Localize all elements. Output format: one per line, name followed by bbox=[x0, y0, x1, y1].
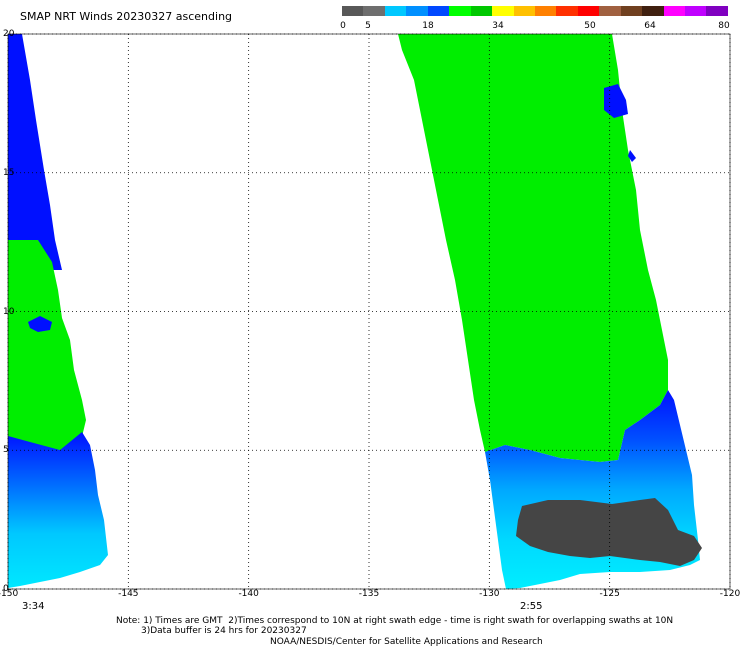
colorbar-segment bbox=[577, 6, 600, 16]
left-swath-blue bbox=[8, 34, 62, 270]
longitude-tick-label: -135 bbox=[358, 589, 380, 599]
colorbar-label: 5 bbox=[365, 21, 371, 31]
left-swath-green bbox=[8, 240, 86, 450]
left-swath-blue-patch bbox=[28, 316, 52, 332]
wind-speed-colorbar bbox=[342, 6, 728, 16]
colorbar-segment bbox=[620, 6, 643, 16]
colorbar-segment bbox=[342, 6, 364, 16]
colorbar-label: 80 bbox=[718, 21, 730, 31]
map-frame bbox=[7, 33, 731, 590]
colorbar-segment bbox=[642, 6, 664, 16]
colorbar-segment bbox=[556, 6, 578, 16]
right-swath bbox=[398, 34, 702, 589]
colorbar-segment bbox=[599, 6, 621, 16]
colorbar-segment bbox=[363, 6, 385, 16]
colorbar-label: 64 bbox=[644, 21, 656, 31]
latitude-tick-label: 20 bbox=[3, 29, 15, 39]
right-swath-calm-patch bbox=[516, 498, 702, 566]
colorbar-segment bbox=[534, 6, 557, 16]
colorbar-label: 0 bbox=[340, 21, 346, 31]
right-swath-blue-patch bbox=[604, 84, 628, 118]
colorbar-segment bbox=[406, 6, 428, 16]
right-swath-blue-dot bbox=[628, 150, 636, 162]
longitude-tick-label: -120 bbox=[719, 589, 740, 599]
left-swath bbox=[8, 34, 108, 588]
longitude-tick-label: -145 bbox=[118, 589, 139, 599]
latitude-tick-label: 5 bbox=[3, 445, 9, 456]
longitude-tick-label: -125 bbox=[599, 589, 620, 599]
colorbar-segment bbox=[384, 6, 407, 16]
colorbar-segment bbox=[706, 6, 728, 16]
map-title: SMAP NRT Winds 20230327 ascending bbox=[20, 10, 233, 23]
colorbar-label: 50 bbox=[584, 21, 596, 31]
longitude-tick-label: -150 bbox=[0, 589, 19, 599]
latitude-tick-label: 15 bbox=[3, 167, 15, 178]
note-line-3: NOAA/NESDIS/Center for Satellite Applica… bbox=[270, 637, 543, 647]
latitude-tick-label: 0 bbox=[3, 584, 9, 594]
longitude-tick-label: -130 bbox=[479, 589, 500, 599]
colorbar-segment bbox=[470, 6, 493, 16]
colorbar-segment bbox=[449, 6, 471, 16]
latitude-tick-label: 10 bbox=[3, 306, 15, 317]
note-line-1: Note: 1) Times are GMT 2)Times correspon… bbox=[116, 616, 674, 626]
colorbar-segment bbox=[513, 6, 535, 16]
colorbar-segment bbox=[427, 6, 450, 16]
note-line-2: 3)Data buffer is 24 hrs for 20230327 bbox=[141, 626, 307, 636]
right-swath-time: 2:55 bbox=[520, 601, 543, 612]
colorbar-segment bbox=[685, 6, 707, 16]
colorbar-segment bbox=[663, 6, 685, 16]
colorbar-segment bbox=[492, 6, 514, 16]
colorbar-label: 18 bbox=[422, 21, 434, 31]
right-swath-green bbox=[398, 34, 668, 462]
left-swath-time: 3:34 bbox=[22, 601, 45, 612]
left-swath-blue-cyan bbox=[8, 432, 108, 588]
longitude-tick-label: -140 bbox=[238, 589, 259, 599]
colorbar-label: 34 bbox=[492, 21, 504, 31]
